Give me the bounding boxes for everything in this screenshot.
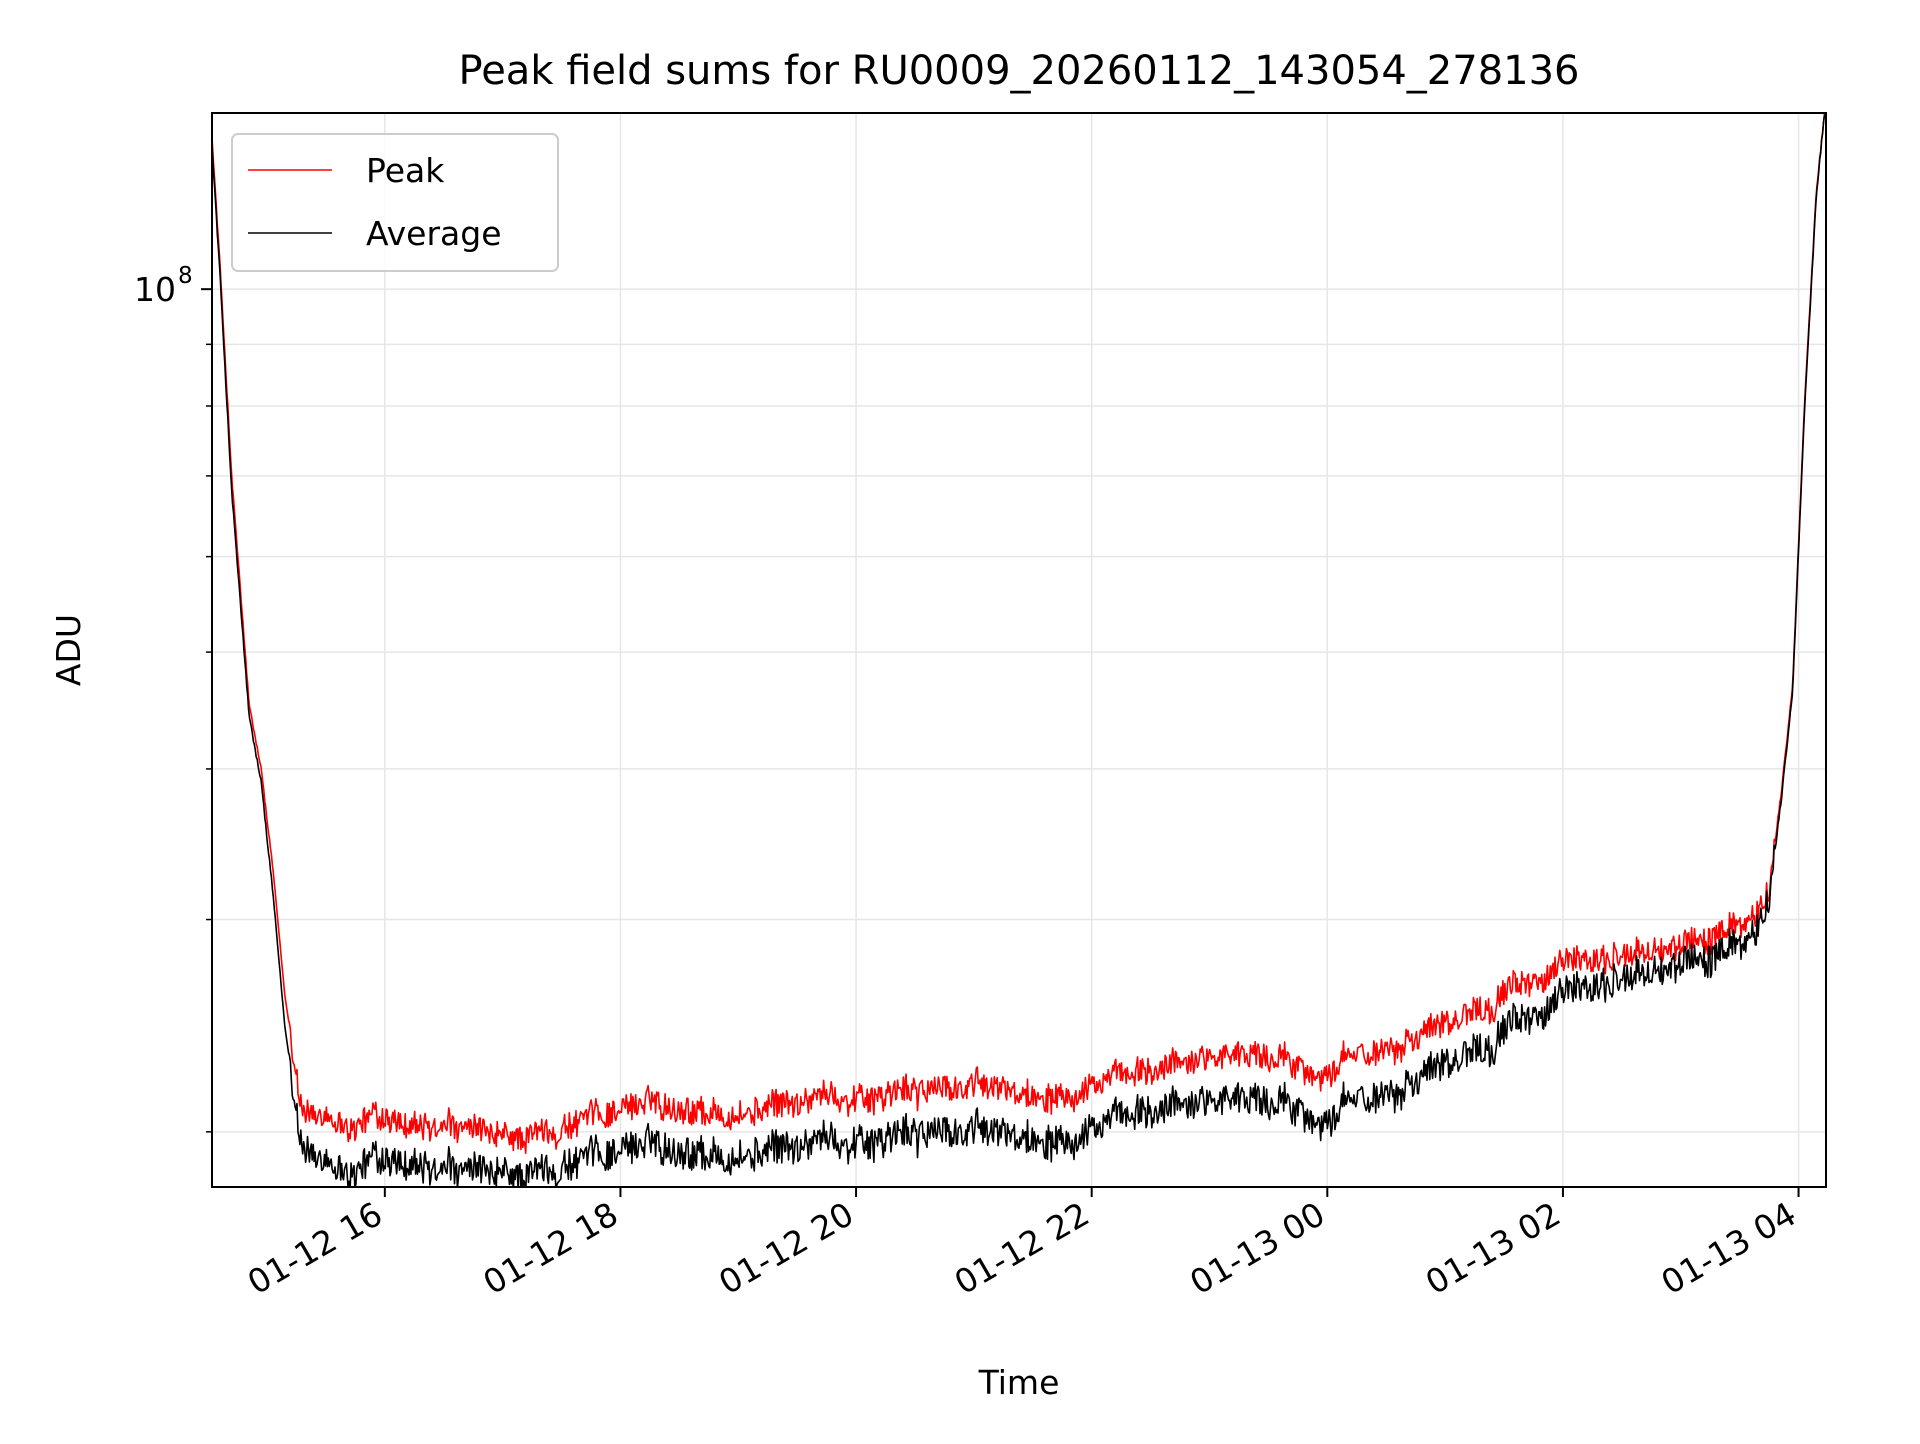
chart-title: Peak field sums for RU0009_20260112_1430…	[459, 48, 1580, 94]
legend-peak-label: Peak	[366, 151, 445, 190]
series-layer	[212, 114, 1826, 1187]
y-tick-label-base: 10	[134, 270, 176, 309]
legend-box	[231, 133, 559, 272]
legend: Peak Average	[231, 133, 559, 272]
x-axis-label: Time	[978, 1363, 1060, 1402]
y-axis-label: ADU	[49, 614, 88, 686]
plot-frame	[211, 112, 1827, 1188]
series-line-peak	[212, 114, 1826, 1154]
y-tick-label-exponent: 8	[178, 263, 193, 289]
legend-average-label: Average	[366, 214, 502, 253]
series-line-average	[212, 114, 1826, 1187]
